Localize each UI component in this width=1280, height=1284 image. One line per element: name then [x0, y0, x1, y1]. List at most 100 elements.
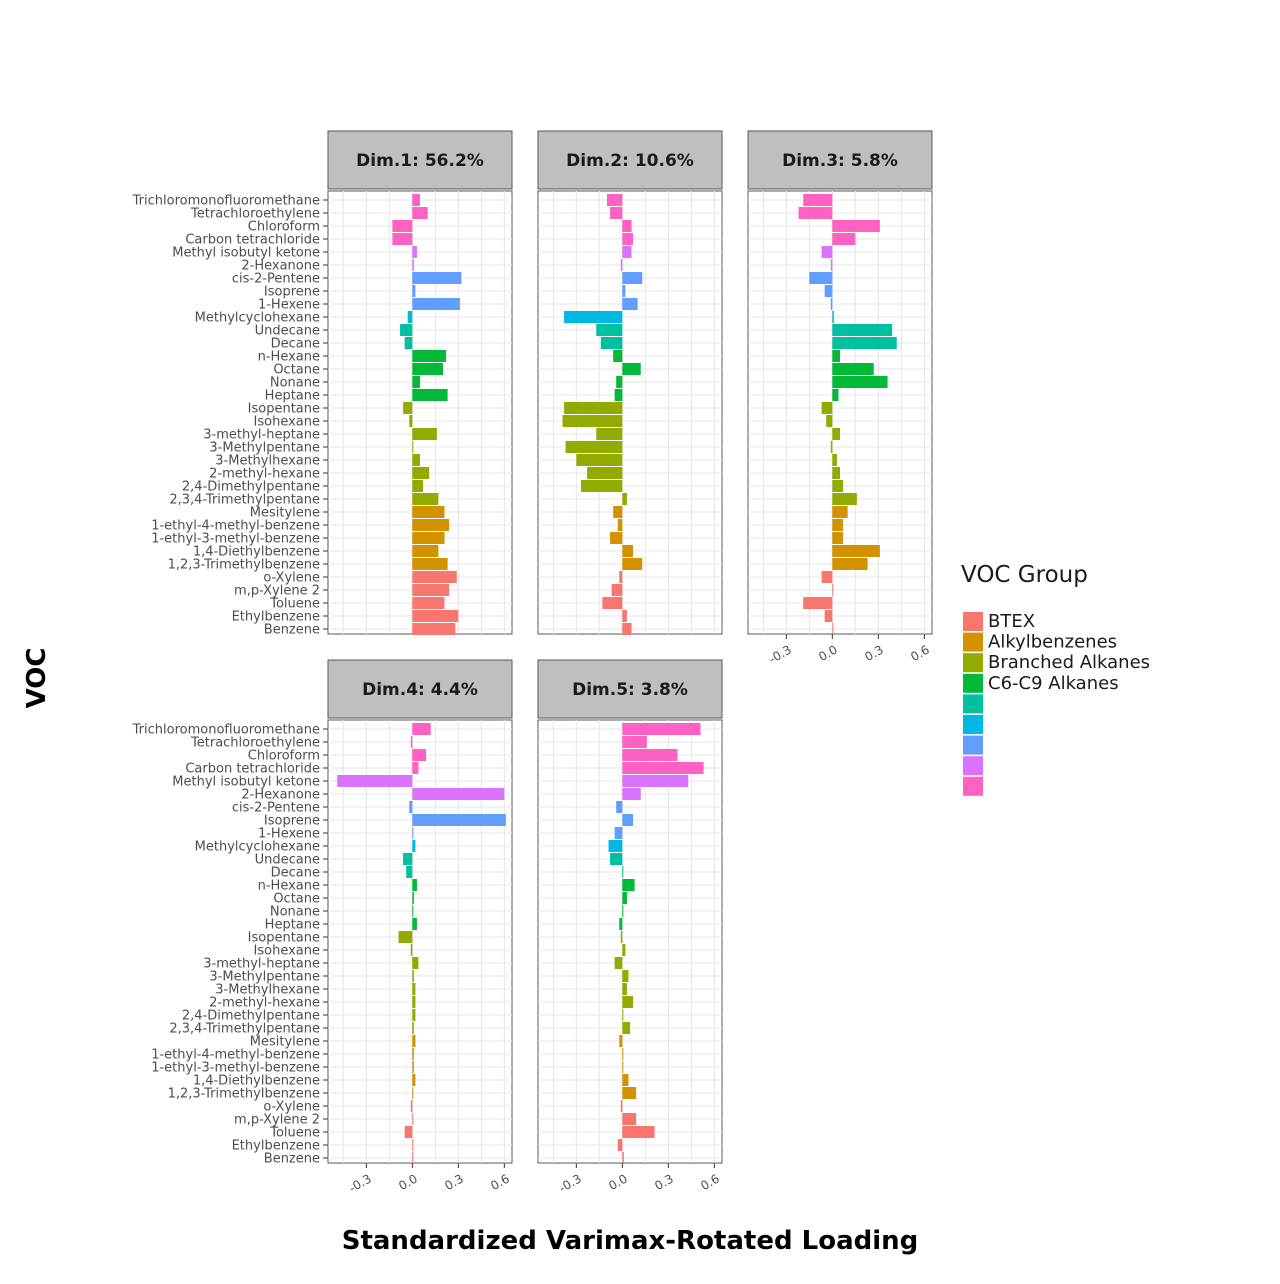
bar-mesitylene [412, 506, 445, 518]
bar-2-3-4-trimethylpentane [832, 493, 857, 505]
legend-key [963, 735, 983, 755]
y-tick-label: Benzene [264, 1152, 320, 1167]
facet-strip [327, 659, 513, 719]
bar-undecane [403, 853, 413, 865]
bar-3-methylpentane [412, 441, 414, 453]
bar-decane [404, 337, 413, 349]
bar-3-methyl-heptane [832, 428, 840, 440]
bar-m-p-xylene-2 [611, 584, 623, 596]
bar-2-hexanone [412, 259, 414, 271]
bar-2-3-4-trimethylpentane [622, 493, 627, 505]
facet-panel-5: Dim.5: 3.8% -0.3 0.0 0.3 0.6 [537, 659, 723, 1195]
bar-1-hexene [622, 298, 638, 310]
bar-m-p-xylene-2 [832, 584, 834, 596]
bar-o-xylene [410, 1100, 413, 1112]
y-tick-label: m,p-Xylene 2 [234, 1113, 320, 1128]
legend-label: Alkylbenzenes [988, 632, 1117, 653]
bar-mesitylene [613, 506, 623, 518]
bar-2-4-dimethylpentane [622, 1009, 624, 1021]
legend-item: BTEX [963, 611, 1035, 632]
bar-n-hexane [613, 350, 623, 362]
facet-strip [747, 130, 933, 190]
bar-isoprene [412, 814, 506, 826]
y-tick-label: Decane [271, 337, 320, 352]
bar-chloroform [832, 220, 880, 232]
x-tick-label: 0.0 [816, 642, 840, 664]
bar-isoprene [824, 285, 833, 297]
bar-3-methylhexane [412, 983, 416, 995]
bar-2-4-dimethylpentane [580, 480, 623, 492]
y-tick-label: Ethylbenzene [232, 610, 320, 625]
x-tick-label: -0.3 [347, 1171, 374, 1195]
bar-cis-2-pentene [622, 272, 643, 284]
bar-nonane [832, 376, 888, 388]
facet-strip-label: Dim.4: 4.4% [362, 680, 478, 700]
legend-key [963, 673, 983, 693]
legend-key [963, 653, 983, 673]
bar-tetrachloroethylene [798, 207, 833, 219]
bar-isohexane [409, 415, 413, 427]
bar-methyl-isobutyl-ketone [821, 246, 833, 258]
bar-2-4-dimethylpentane [412, 1009, 416, 1021]
y-tick-label: 1-Hexene [258, 827, 320, 842]
y-tick-label: 2-methyl-hexane [209, 996, 320, 1011]
y-tick-label: Trichloromonofluoromethane [132, 723, 320, 738]
bar-toluene [602, 597, 623, 609]
y-tick-label: Decane [271, 866, 320, 881]
facet-strip-label: Dim.2: 10.6% [566, 151, 694, 171]
y-tick-label: Chloroform [248, 749, 320, 764]
y-tick-label: Toluene [269, 597, 320, 612]
bar-cis-2-pentene [809, 272, 833, 284]
bar-2-4-dimethylpentane [832, 480, 844, 492]
bar-chloroform [392, 220, 413, 232]
bar-isopentane [403, 402, 413, 414]
bar-n-hexane [412, 350, 447, 362]
bar-2-methyl-hexane [412, 996, 416, 1008]
bar-chloroform [622, 749, 678, 761]
y-tick-label: Mesitylene [250, 506, 320, 521]
bar-toluene [404, 1126, 413, 1138]
y-tick-label: cis-2-Pentene [232, 272, 320, 287]
bar-2-hexanone [830, 259, 833, 271]
y-tick-label: 1-ethyl-3-methyl-benzene [151, 532, 320, 547]
legend-item [963, 776, 983, 796]
bar-carbon-tetrachloride [622, 762, 704, 774]
bar-1-ethyl-4-methyl-benzene [622, 1048, 624, 1060]
bar-2-3-4-trimethylpentane [412, 493, 439, 505]
legend-item [963, 756, 983, 776]
bar-1-4-diethylbenzene [832, 545, 880, 557]
y-tick-label: 3-Methylpentane [209, 441, 320, 456]
y-tick-label: 1-ethyl-3-methyl-benzene [151, 1061, 320, 1076]
bar-3-methylhexane [412, 454, 420, 466]
facet-panel-2: Dim.2: 10.6% [537, 130, 723, 635]
bar-heptane [832, 389, 839, 401]
bar-3-methyl-heptane [614, 957, 623, 969]
bar-n-hexane [622, 879, 635, 891]
facet-strip-label: Dim.3: 5.8% [782, 151, 898, 171]
y-tick-label: 3-Methylhexane [215, 983, 320, 998]
bar-octane [622, 363, 641, 375]
bar-tetrachloroethylene [610, 207, 623, 219]
bar-undecane [832, 324, 893, 336]
bar-m-p-xylene-2 [622, 1113, 637, 1125]
facet-strip [537, 659, 723, 719]
bar-o-xylene [412, 571, 457, 583]
facet-panel-3: Dim.3: 5.8% -0.3 0.0 0.3 0.6 [747, 130, 933, 666]
bar-trichloromonofluoromethane [622, 723, 701, 735]
bar-isopentane [821, 402, 833, 414]
bar-chloroform [412, 749, 427, 761]
x-tick-label: -0.3 [767, 642, 794, 666]
legend-key [963, 694, 983, 714]
bar-octane [832, 363, 874, 375]
bar-methyl-isobutyl-ketone [622, 775, 689, 787]
y-tick-label: 3-methyl-heptane [203, 957, 320, 972]
bar-1-ethyl-3-methyl-benzene [412, 532, 445, 544]
bar-ethylbenzene [412, 610, 459, 622]
bar-isohexane [826, 415, 833, 427]
facet-strip [537, 130, 723, 190]
bar-1-hexene [412, 298, 460, 310]
bar-3-methylhexane [576, 454, 623, 466]
bar-o-xylene [619, 571, 623, 583]
bar-benzene [622, 623, 632, 635]
bar-2-methyl-hexane [622, 996, 634, 1008]
